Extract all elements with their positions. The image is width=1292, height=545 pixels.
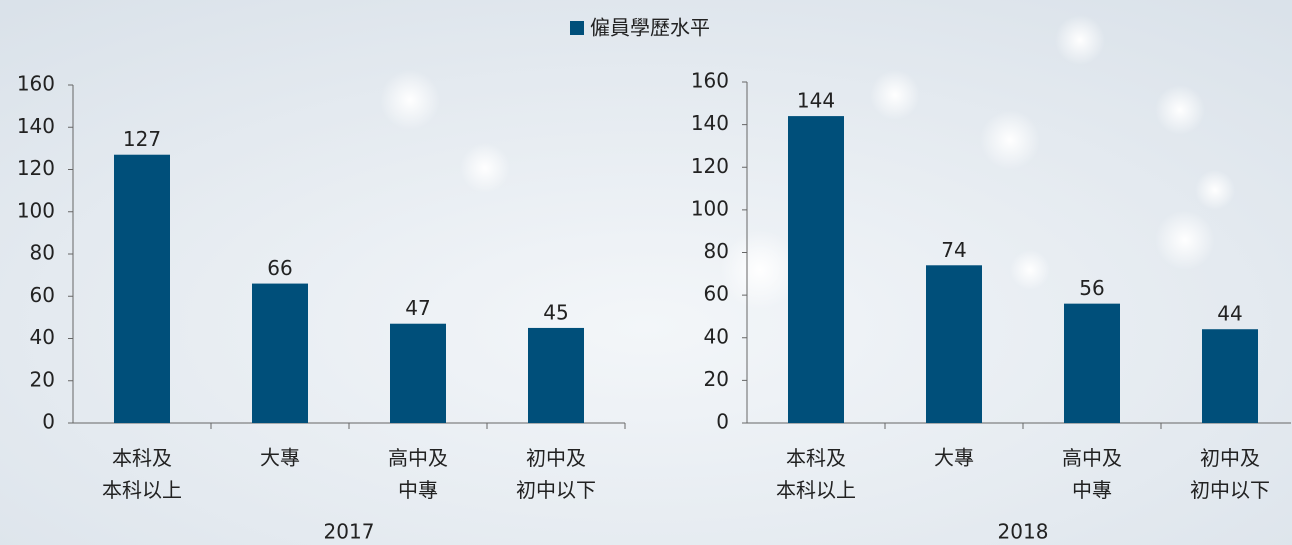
y-tick-label: 120	[691, 154, 729, 178]
x-tick-label: 大專	[260, 446, 300, 470]
bar	[926, 265, 982, 423]
y-tick-label: 60	[704, 282, 729, 306]
x-axis-label: 2017	[324, 520, 375, 544]
y-tick-label: 80	[704, 239, 729, 263]
value-label: 56	[1079, 276, 1104, 300]
value-label: 66	[267, 256, 292, 280]
value-label: 47	[405, 296, 430, 320]
x-tick-label: 本科及本科以上	[102, 446, 182, 502]
y-tick-label: 100	[17, 198, 55, 222]
bar	[252, 283, 308, 423]
x-tick-label: 大專	[934, 446, 974, 470]
y-tick-label: 160	[691, 69, 729, 93]
bar	[1064, 303, 1120, 423]
y-tick-label: 20	[30, 367, 55, 391]
y-tick-label: 40	[30, 325, 55, 349]
y-tick-label: 20	[704, 367, 729, 391]
x-axis-label: 2018	[998, 520, 1049, 544]
bar	[788, 116, 844, 423]
y-tick-label: 120	[17, 156, 55, 180]
y-tick-label: 40	[704, 324, 729, 348]
y-tick-label: 0	[716, 410, 729, 434]
value-label: 127	[123, 127, 161, 151]
value-label: 144	[797, 89, 835, 113]
legend-label: 僱員學歷水平	[590, 16, 710, 40]
y-tick-label: 140	[691, 111, 729, 135]
bar	[528, 327, 584, 423]
legend-swatch	[570, 21, 584, 35]
x-tick-label: 初中及初中以下	[516, 446, 596, 502]
value-label: 45	[543, 300, 568, 324]
y-tick-label: 100	[691, 196, 729, 220]
bar	[1202, 329, 1258, 423]
bar	[390, 323, 446, 423]
value-label: 44	[1217, 302, 1242, 326]
y-tick-label: 80	[30, 241, 55, 265]
y-tick-label: 0	[42, 410, 55, 434]
y-tick-label: 60	[30, 283, 55, 307]
y-tick-label: 160	[17, 72, 55, 96]
y-tick-label: 140	[17, 114, 55, 138]
bar	[114, 154, 170, 423]
x-tick-label: 高中及中專	[1062, 446, 1122, 502]
decor	[380, 15, 1235, 310]
x-tick-label: 本科及本科以上	[776, 446, 856, 502]
value-label: 74	[941, 238, 966, 262]
x-tick-label: 高中及中專	[388, 446, 448, 502]
x-tick-label: 初中及初中以下	[1190, 446, 1270, 502]
